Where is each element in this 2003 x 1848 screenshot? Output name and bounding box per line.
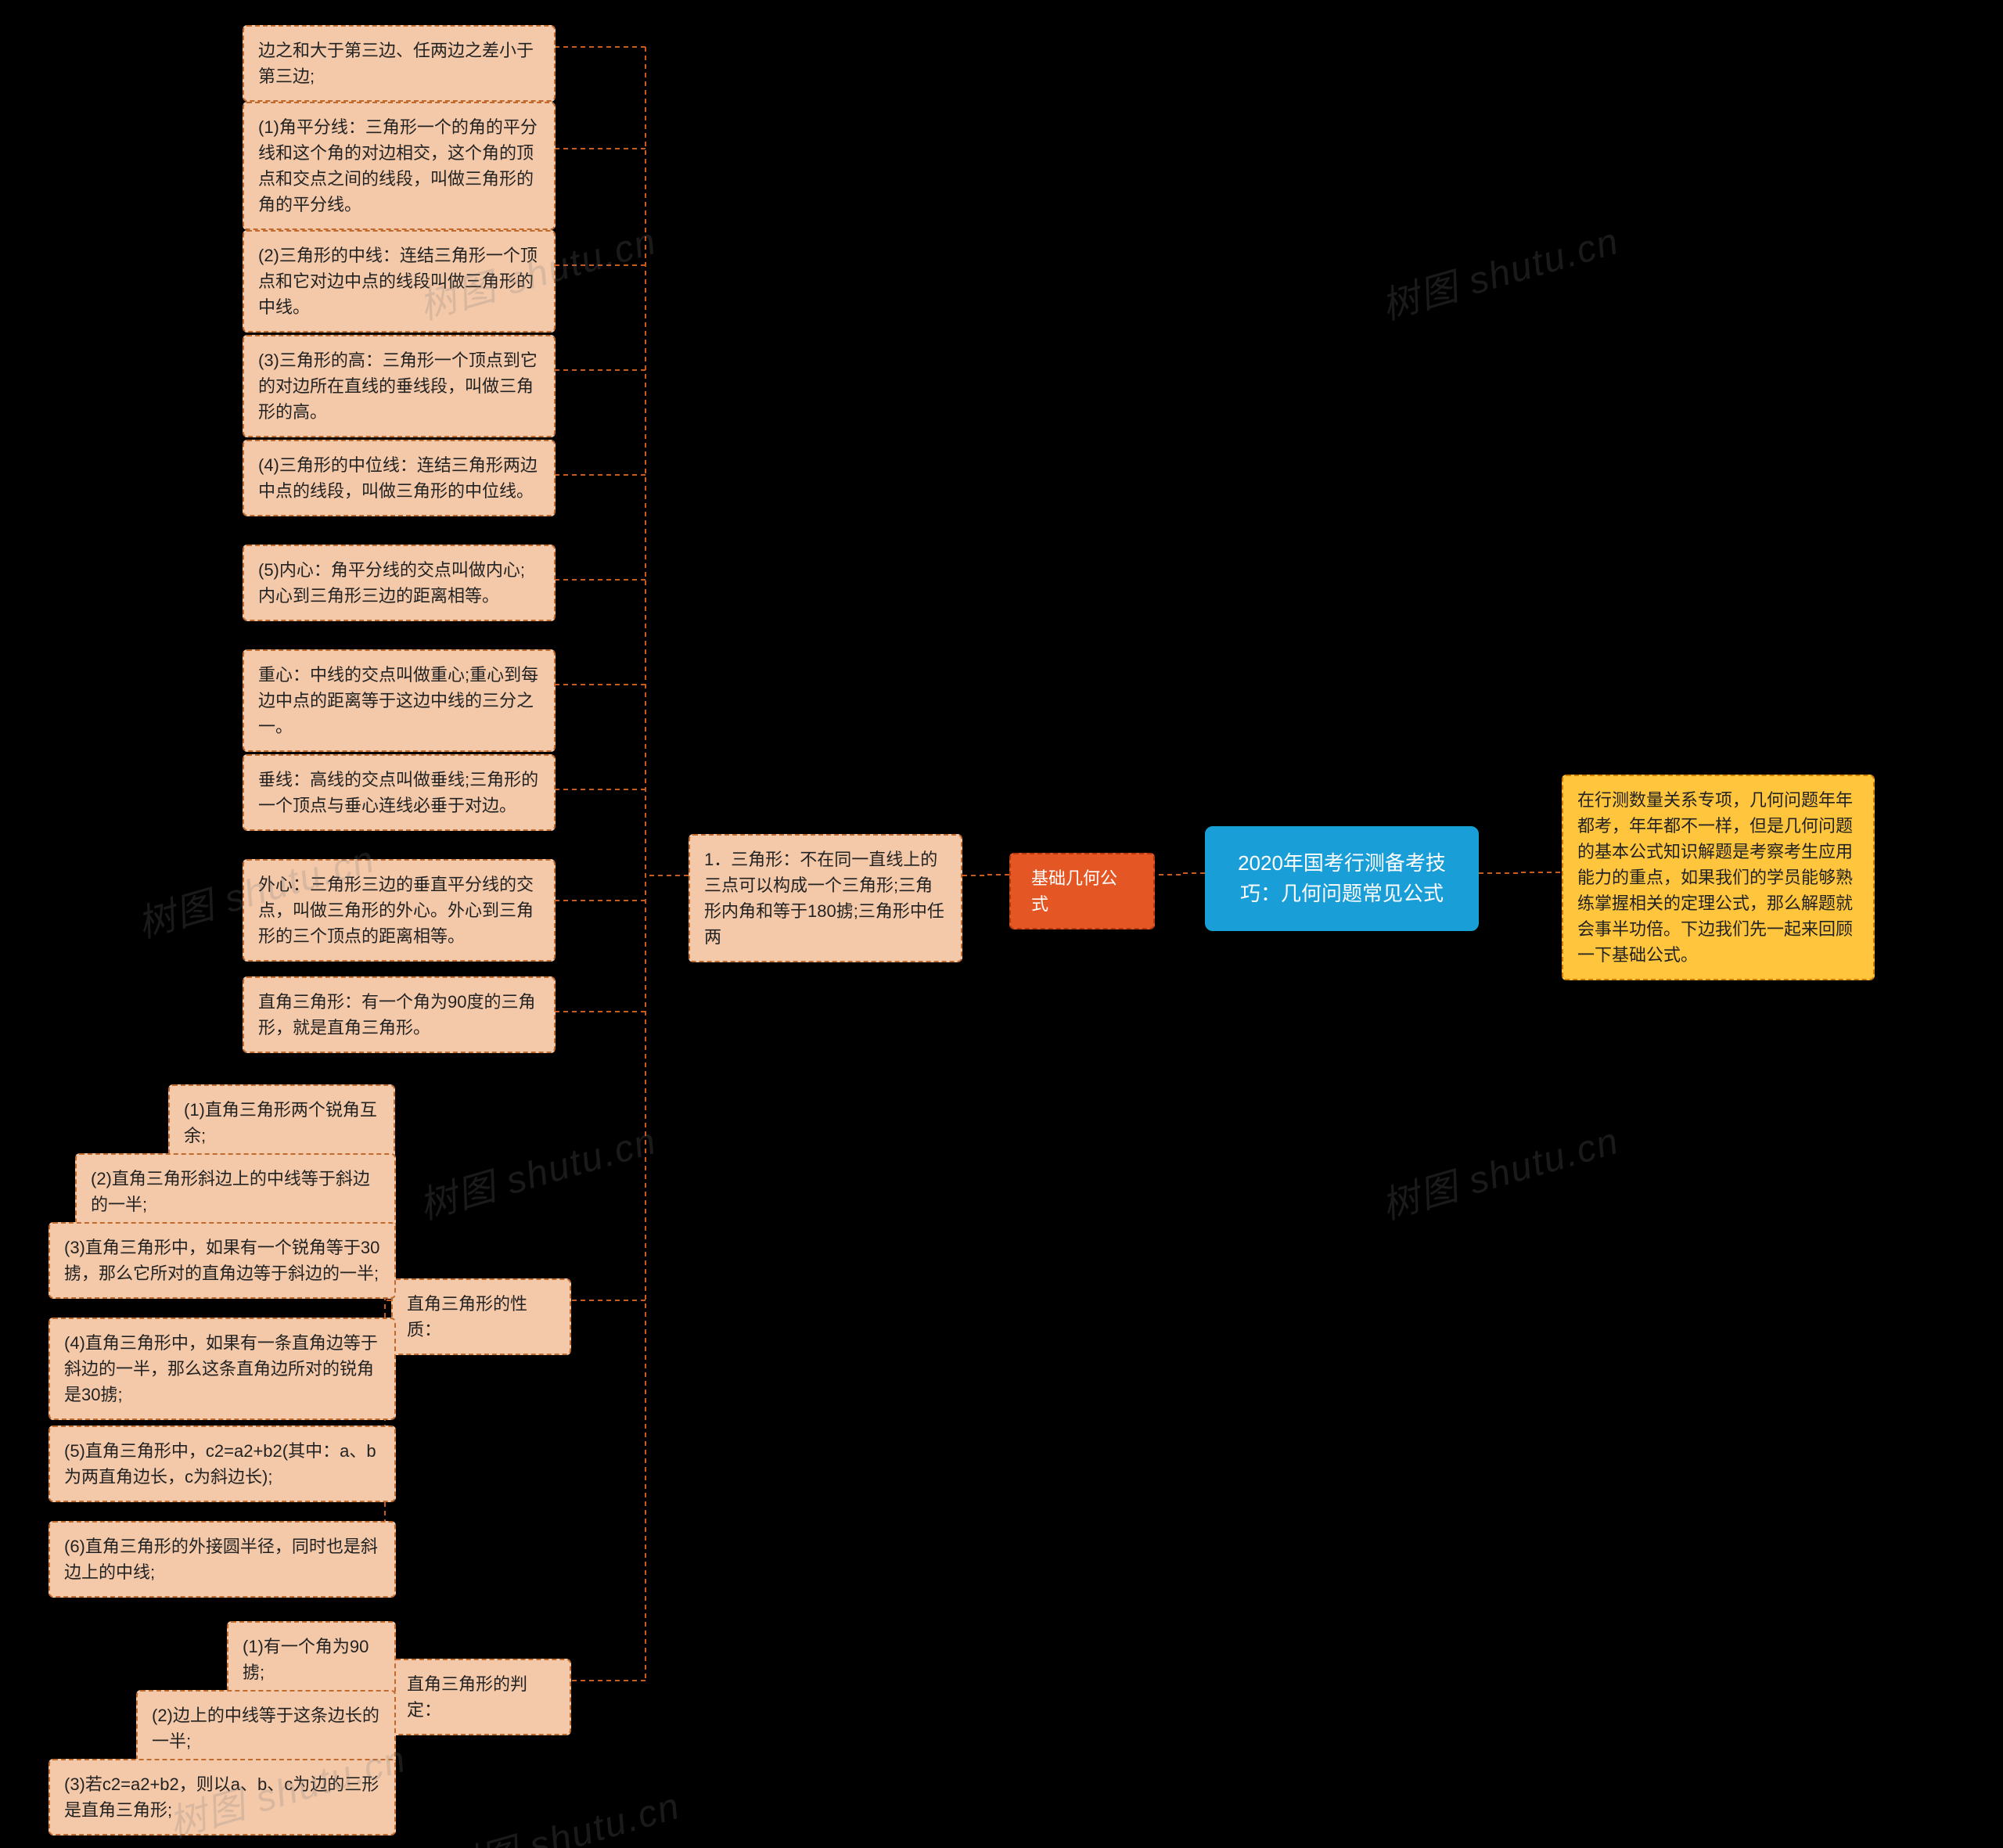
right-props-leaf: (4)直角三角形中，如果有一条直角边等于斜边的一半，那么这条直角边所对的锐角是3…	[49, 1318, 396, 1420]
right-props-leaf: (1)直角三角形两个锐角互余;	[168, 1084, 395, 1161]
triangle-leaf: (1)角平分线：三角形一个的角的平分线和这个角的对边相交，这个角的顶点和交点之间…	[243, 102, 556, 230]
right-props-leaf: (2)直角三角形斜边上的中线等于斜边的一半;	[75, 1153, 396, 1230]
base-formula-node: 基础几何公式	[1009, 853, 1155, 929]
right-triangle-properties-node: 直角三角形的性质：	[391, 1278, 571, 1355]
triangle-leaf: 重心：中线的交点叫做重心;重心到每边中点的距离等于这边中线的三分之一。	[243, 649, 556, 752]
right-props-leaf: (3)直角三角形中，如果有一个锐角等于30掳，那么它所对的直角边等于斜边的一半;	[49, 1222, 396, 1299]
triangle-leaf: (5)内心：角平分线的交点叫做内心;内心到三角形三边的距离相等。	[243, 545, 556, 621]
right-judge-leaf: (3)若c2=a2+b2，则以a、b、c为边的三形是直角三角形;	[49, 1759, 396, 1835]
right-judge-leaf: (1)有一个角为90掳;	[227, 1621, 396, 1698]
root-node: 2020年国考行测备考技巧：几何问题常见公式	[1205, 826, 1479, 931]
right-props-leaf: (5)直角三角形中，c2=a2+b2(其中：a、b为两直角边长，c为斜边长);	[49, 1426, 396, 1502]
triangle-leaf: (3)三角形的高：三角形一个顶点到它的对边所在直线的垂线段，叫做三角形的高。	[243, 335, 556, 437]
triangle-leaf: (2)三角形的中线：连结三角形一个顶点和它对边中点的线段叫做三角形的中线。	[243, 230, 556, 333]
triangle-leaf: 直角三角形：有一个角为90度的三角形，就是直角三角形。	[243, 976, 556, 1053]
triangle-leaf: 外心：三角形三边的垂直平分线的交点，叫做三角形的外心。外心到三角形的三个顶点的距…	[243, 859, 556, 962]
right-judge-leaf: (2)边上的中线等于这条边长的一半;	[136, 1690, 396, 1767]
watermark: 树图 shutu.cn	[412, 1109, 662, 1230]
right-triangle-judgement-node: 直角三角形的判定：	[391, 1659, 571, 1735]
watermark: 树图 shutu.cn	[435, 1774, 685, 1848]
right-props-leaf: (6)直角三角形的外接圆半径，同时也是斜边上的中线;	[49, 1521, 396, 1598]
description-node: 在行测数量关系专项，几何问题年年都考，年年都不一样，但是几何问题的基本公式知识解…	[1562, 775, 1875, 980]
triangle-leaf: 垂线：高线的交点叫做垂线;三角形的一个顶点与垂心连线必垂于对边。	[243, 754, 556, 831]
triangle-leaf: 边之和大于第三边、任两边之差小于第三边;	[243, 25, 556, 102]
watermark: 树图 shutu.cn	[1374, 1109, 1624, 1230]
watermark: 树图 shutu.cn	[1374, 210, 1624, 330]
triangle-node: 1．三角形：不在同一直线上的三点可以构成一个三角形;三角形内角和等于180掳;三…	[689, 834, 962, 962]
triangle-leaf: (4)三角形的中位线：连结三角形两边中点的线段，叫做三角形的中位线。	[243, 440, 556, 516]
